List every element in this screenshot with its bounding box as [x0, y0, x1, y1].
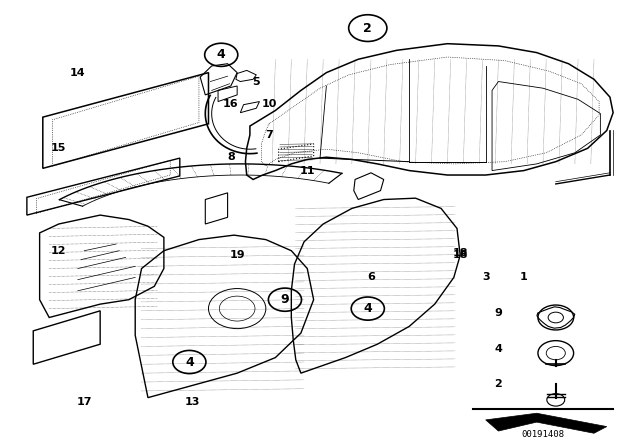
Text: 11: 11 — [300, 166, 315, 176]
Text: 4: 4 — [495, 344, 502, 353]
Text: 4: 4 — [217, 48, 226, 61]
Text: 10: 10 — [261, 99, 276, 109]
Text: 1: 1 — [520, 272, 528, 282]
Text: 17: 17 — [76, 397, 92, 407]
Text: 14: 14 — [70, 68, 86, 78]
Text: 3: 3 — [482, 272, 490, 282]
Text: 4: 4 — [364, 302, 372, 315]
Text: 18: 18 — [452, 250, 468, 260]
Text: 12: 12 — [51, 246, 67, 256]
Text: 2: 2 — [364, 22, 372, 34]
Text: 9: 9 — [495, 308, 502, 318]
Text: 6: 6 — [367, 272, 375, 282]
Text: 16: 16 — [223, 99, 239, 109]
Text: 13: 13 — [185, 397, 200, 407]
Text: 19: 19 — [229, 250, 245, 260]
Text: 9: 9 — [281, 293, 289, 306]
Text: 2: 2 — [495, 379, 502, 389]
Text: 00191408: 00191408 — [522, 430, 564, 439]
Text: 5: 5 — [252, 77, 260, 86]
Text: 15: 15 — [51, 143, 67, 153]
Polygon shape — [486, 413, 607, 433]
Text: 4: 4 — [185, 356, 194, 369]
Text: 7: 7 — [265, 130, 273, 140]
Text: 18: 18 — [452, 248, 468, 258]
Text: 8: 8 — [227, 152, 235, 162]
